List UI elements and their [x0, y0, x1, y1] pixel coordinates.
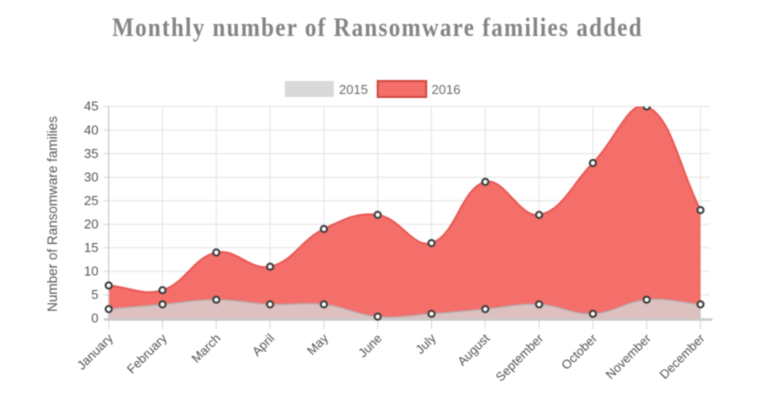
svg-text:2016: 2016	[432, 82, 461, 97]
svg-text:Monthly number of Ransomware f: Monthly number of Ransomware families ad…	[112, 13, 643, 42]
svg-text:December: December	[657, 331, 708, 382]
svg-text:45: 45	[84, 99, 98, 114]
svg-text:March: March	[189, 331, 223, 365]
svg-text:October: October	[559, 331, 600, 372]
svg-text:June: June	[356, 331, 385, 360]
svg-text:May: May	[304, 331, 331, 358]
svg-text:February: February	[124, 331, 170, 377]
svg-text:10: 10	[84, 264, 98, 279]
svg-text:January: January	[74, 331, 116, 373]
svg-text:30: 30	[84, 169, 98, 184]
svg-text:April: April	[250, 331, 278, 359]
svg-text:40: 40	[84, 122, 98, 137]
svg-text:September: September	[493, 331, 546, 384]
svg-text:July: July	[413, 331, 439, 357]
svg-text:25: 25	[84, 193, 98, 208]
svg-text:5: 5	[91, 287, 98, 302]
svg-text:0: 0	[91, 311, 98, 326]
svg-text:35: 35	[84, 146, 98, 161]
svg-text:Number of Ransomware families: Number of Ransomware families	[45, 116, 60, 312]
svg-text:2015: 2015	[339, 82, 368, 97]
svg-text:November: November	[603, 331, 654, 382]
svg-text:15: 15	[84, 240, 98, 255]
svg-text:August: August	[455, 331, 493, 369]
svg-text:20: 20	[84, 217, 98, 232]
